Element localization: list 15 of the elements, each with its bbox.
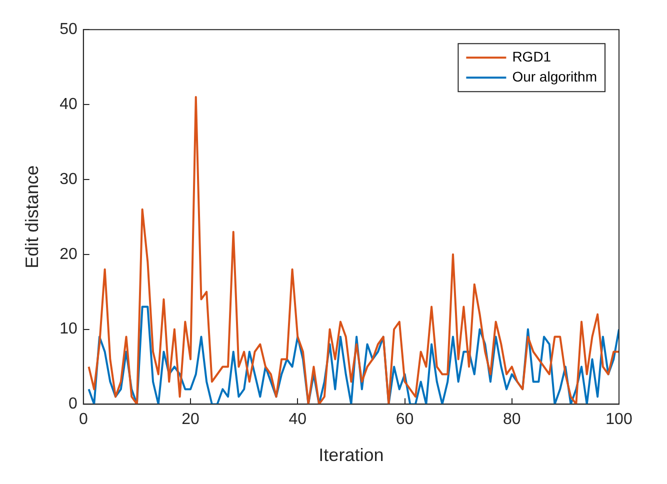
x-tick-label: 60 [396,411,414,428]
x-tick-label: 100 [606,411,632,428]
y-tick-label: 30 [60,170,78,188]
y-tick-label: 20 [60,246,78,263]
legend-label: Our algorithm [512,68,598,84]
x-axis-title: Iteration [318,445,384,466]
y-tick-label: 40 [60,96,78,113]
x-tick-label: 80 [502,411,521,428]
y-axis-title: Edit distance [22,165,42,268]
x-tick-label: 40 [288,411,307,428]
legend-label: RGD1 [512,48,552,64]
y-tick-label: 50 [60,21,78,38]
y-tick-label: 0 [68,396,78,413]
x-tick-label: 20 [182,411,200,428]
y-tick-label: 10 [60,320,78,338]
